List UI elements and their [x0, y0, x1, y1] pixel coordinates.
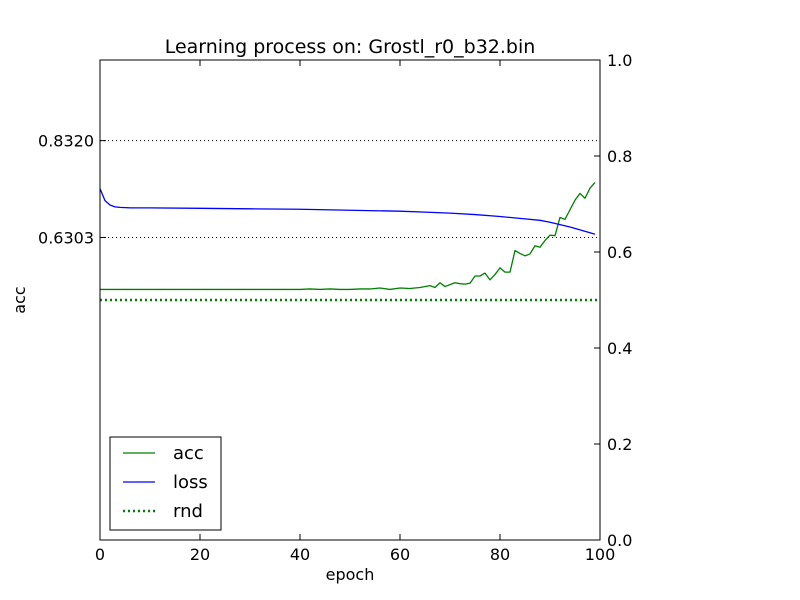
series-line-acc	[100, 181, 596, 291]
y-left-axis-ticks: 0.8320 0.6303	[38, 132, 106, 247]
legend-label-loss: loss	[173, 472, 208, 493]
y-right-tick-label: 0.0	[607, 531, 632, 550]
y-axis-title: acc	[10, 286, 29, 313]
x-axis-title: epoch	[326, 565, 375, 584]
legend: acc loss rnd	[109, 436, 222, 531]
x-tick-label: 80	[490, 545, 510, 564]
grid-lines	[100, 140, 600, 238]
y-left-tick-label: 0.6303	[38, 228, 94, 247]
y-right-tick-label: 0.8	[607, 147, 632, 166]
x-tick-label: 100	[585, 545, 616, 564]
y-right-tick-label: 0.2	[607, 435, 632, 454]
x-tick-label: 20	[190, 545, 210, 564]
y-right-tick-label: 0.6	[607, 243, 632, 262]
series-line-loss	[99, 188, 596, 235]
plot-frame	[99, 59, 601, 541]
chart-title: Learning process on: Grostl_r0_b32.bin	[165, 36, 536, 58]
x-axis-ticks: 0 20 40 60 80 100	[95, 60, 615, 564]
legend-label-rnd: rnd	[173, 501, 203, 522]
y-right-tick-label: 0.4	[607, 339, 632, 358]
x-tick-label: 60	[390, 545, 410, 564]
y-left-tick-label: 0.8320	[38, 132, 94, 151]
x-tick-label: 40	[290, 545, 310, 564]
legend-frame	[109, 436, 222, 531]
series-layer	[99, 181, 600, 302]
y-right-axis-ticks: 0.0 0.2 0.4 0.6 0.8 1.0	[594, 51, 632, 550]
legend-label-acc: acc	[173, 443, 204, 464]
y-right-tick-label: 1.0	[607, 51, 632, 70]
x-tick-label: 0	[95, 545, 105, 564]
